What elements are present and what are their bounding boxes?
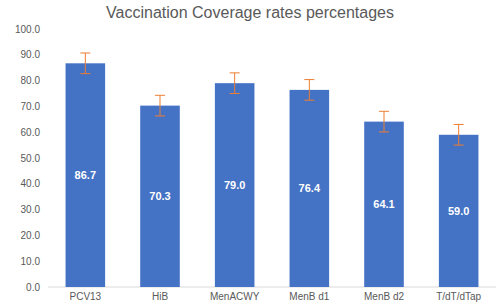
bar xyxy=(439,135,479,287)
error-cap xyxy=(155,115,165,116)
data-label: 86.7 xyxy=(75,169,96,181)
data-label: 79.0 xyxy=(224,179,245,191)
x-tick-label: MenB d2 xyxy=(364,291,404,302)
error-bar xyxy=(304,80,314,101)
x-tick-label: PCV13 xyxy=(69,291,101,302)
bar xyxy=(215,83,255,287)
error-cap xyxy=(80,52,90,53)
x-tick-label: MenB d1 xyxy=(289,291,329,302)
error-bar xyxy=(454,124,464,145)
bar xyxy=(364,122,404,287)
y-tick-label: 100.0 xyxy=(15,24,40,35)
error-cap xyxy=(454,124,464,125)
error-line xyxy=(234,73,235,94)
data-label: 70.3 xyxy=(149,190,170,202)
error-bar xyxy=(230,73,240,94)
data-label: 64.1 xyxy=(373,198,394,210)
x-tick-label: MenACWY xyxy=(210,291,260,302)
y-tick-label: 60.0 xyxy=(21,127,41,138)
error-bar xyxy=(379,111,389,132)
baseline xyxy=(48,287,496,288)
error-line xyxy=(458,124,459,145)
data-label: 76.4 xyxy=(299,182,321,194)
y-tick-label: 40.0 xyxy=(21,178,41,189)
error-cap xyxy=(379,111,389,112)
x-tick-label: T/dT/dTap xyxy=(436,291,481,302)
bar xyxy=(140,106,180,287)
error-cap xyxy=(304,79,314,80)
y-tick-label: 80.0 xyxy=(21,75,41,86)
error-line xyxy=(384,111,385,132)
bars xyxy=(66,53,479,287)
chart: Vaccination Coverage rates percentages 0.… xyxy=(0,0,500,304)
y-tick-label: 20.0 xyxy=(21,230,41,241)
error-cap xyxy=(80,73,90,74)
error-bar xyxy=(80,53,90,74)
error-cap xyxy=(155,95,165,96)
y-tick-label: 50.0 xyxy=(21,153,41,164)
error-line xyxy=(309,80,310,101)
x-tick-label: HiB xyxy=(152,291,168,302)
title: Vaccination Coverage rates percentages xyxy=(106,4,394,21)
bar xyxy=(290,90,330,287)
data-label: 59.0 xyxy=(448,205,469,217)
y-tick-label: 30.0 xyxy=(21,204,41,215)
error-cap xyxy=(379,131,389,132)
error-cap xyxy=(304,100,314,101)
y-tick-label: 0.0 xyxy=(26,282,40,293)
error-line xyxy=(85,53,86,74)
error-cap xyxy=(230,93,240,94)
error-bar xyxy=(155,95,165,116)
error-cap xyxy=(454,145,464,146)
error-cap xyxy=(230,72,240,73)
bar xyxy=(66,63,106,287)
y-tick-label: 90.0 xyxy=(21,49,41,60)
y-tick-label: 70.0 xyxy=(21,101,41,112)
error-line xyxy=(160,95,161,116)
y-tick-label: 10.0 xyxy=(21,256,41,267)
